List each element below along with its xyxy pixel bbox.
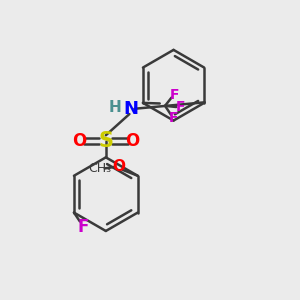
Text: H: H — [108, 100, 121, 115]
Text: O: O — [72, 132, 86, 150]
Text: N: N — [123, 100, 138, 118]
Text: S: S — [98, 131, 113, 151]
Text: CH₃: CH₃ — [88, 162, 111, 175]
Text: F: F — [170, 88, 179, 102]
Text: F: F — [77, 218, 88, 236]
Text: O: O — [125, 132, 140, 150]
Text: F: F — [169, 111, 178, 125]
Text: O: O — [112, 159, 125, 174]
Text: F: F — [176, 100, 185, 114]
